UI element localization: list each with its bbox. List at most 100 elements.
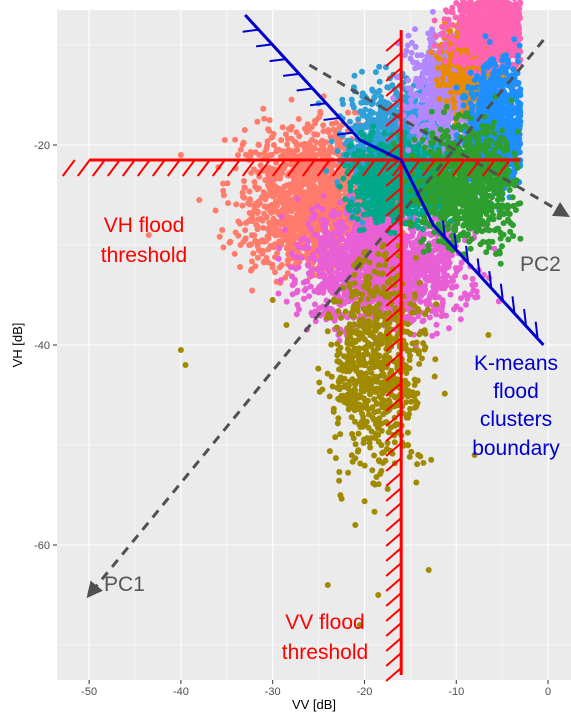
data-point bbox=[293, 182, 300, 189]
data-point bbox=[349, 431, 355, 437]
data-point bbox=[443, 312, 450, 319]
data-point bbox=[325, 129, 332, 135]
data-point bbox=[452, 272, 459, 279]
data-point bbox=[371, 93, 378, 100]
data-point bbox=[384, 486, 391, 492]
data-point bbox=[376, 63, 383, 70]
data-point bbox=[301, 287, 308, 294]
data-point bbox=[331, 298, 338, 305]
data-point bbox=[272, 191, 279, 198]
data-point bbox=[293, 190, 300, 197]
data-point bbox=[375, 457, 382, 464]
data-point bbox=[334, 358, 341, 365]
data-point bbox=[341, 242, 348, 249]
data-point bbox=[357, 402, 364, 409]
data-point bbox=[254, 118, 261, 125]
data-point bbox=[338, 495, 345, 502]
outlier-point bbox=[265, 182, 272, 188]
data-point bbox=[294, 287, 301, 294]
data-point bbox=[246, 201, 253, 208]
data-point bbox=[411, 302, 418, 309]
data-point bbox=[333, 324, 340, 331]
data-point bbox=[247, 149, 254, 155]
data-point bbox=[357, 330, 364, 337]
data-point bbox=[314, 247, 321, 254]
data-point bbox=[295, 224, 302, 231]
data-point bbox=[439, 265, 446, 272]
data-point bbox=[371, 508, 378, 515]
data-point bbox=[347, 118, 353, 125]
data-point bbox=[320, 222, 327, 229]
data-point bbox=[380, 358, 387, 365]
data-point bbox=[382, 352, 389, 359]
data-point bbox=[325, 311, 332, 318]
data-point bbox=[458, 259, 465, 266]
data-point bbox=[307, 283, 314, 290]
data-point bbox=[313, 117, 320, 124]
data-point bbox=[323, 232, 330, 239]
data-point bbox=[311, 231, 318, 238]
data-point bbox=[469, 275, 476, 282]
outlier-point bbox=[485, 332, 492, 338]
data-point bbox=[289, 273, 295, 280]
data-point bbox=[414, 461, 421, 468]
data-point bbox=[387, 290, 394, 297]
data-point bbox=[275, 255, 282, 262]
data-point bbox=[308, 197, 315, 204]
data-point bbox=[270, 142, 277, 148]
data-point bbox=[231, 250, 238, 257]
data-point bbox=[369, 414, 376, 421]
data-point bbox=[422, 286, 429, 293]
data-point bbox=[381, 252, 388, 259]
data-point bbox=[341, 353, 347, 360]
data-point bbox=[274, 185, 281, 192]
data-point bbox=[335, 347, 342, 354]
data-point bbox=[306, 186, 313, 193]
data-point bbox=[293, 311, 300, 318]
data-point bbox=[263, 146, 270, 153]
data-point bbox=[313, 139, 320, 146]
data-point bbox=[446, 325, 452, 332]
data-point bbox=[237, 264, 244, 270]
data-point bbox=[415, 451, 422, 458]
outlier-point bbox=[255, 142, 262, 148]
data-point bbox=[412, 291, 418, 298]
data-point bbox=[359, 291, 366, 298]
data-point bbox=[385, 279, 391, 286]
data-point bbox=[415, 350, 422, 357]
data-point bbox=[402, 389, 409, 395]
data-point bbox=[316, 379, 323, 386]
data-point bbox=[295, 116, 302, 122]
outlier-point bbox=[237, 242, 244, 248]
data-point bbox=[413, 339, 420, 346]
data-point bbox=[368, 428, 375, 435]
data-point bbox=[317, 258, 324, 265]
data-point bbox=[422, 344, 429, 351]
data-point bbox=[413, 479, 420, 486]
data-point bbox=[254, 254, 261, 261]
data-point bbox=[305, 192, 312, 199]
data-point bbox=[371, 452, 378, 459]
data-point bbox=[320, 193, 327, 199]
data-point bbox=[330, 126, 337, 133]
data-point bbox=[242, 220, 249, 226]
data-point bbox=[355, 430, 362, 437]
data-point bbox=[352, 387, 359, 393]
data-point bbox=[249, 258, 255, 265]
data-point bbox=[283, 298, 290, 305]
data-point bbox=[248, 232, 255, 239]
data-point bbox=[351, 280, 358, 287]
data-point bbox=[361, 336, 368, 343]
data-point bbox=[438, 256, 445, 263]
data-point bbox=[348, 452, 355, 459]
data-point bbox=[317, 179, 324, 186]
data-point bbox=[357, 296, 364, 303]
data-point bbox=[369, 467, 376, 474]
data-point bbox=[304, 177, 311, 184]
outlier-point bbox=[283, 322, 290, 328]
data-point bbox=[265, 259, 272, 266]
data-point bbox=[291, 174, 298, 181]
data-point bbox=[438, 307, 445, 314]
data-point bbox=[377, 372, 384, 379]
data-point bbox=[472, 294, 479, 301]
